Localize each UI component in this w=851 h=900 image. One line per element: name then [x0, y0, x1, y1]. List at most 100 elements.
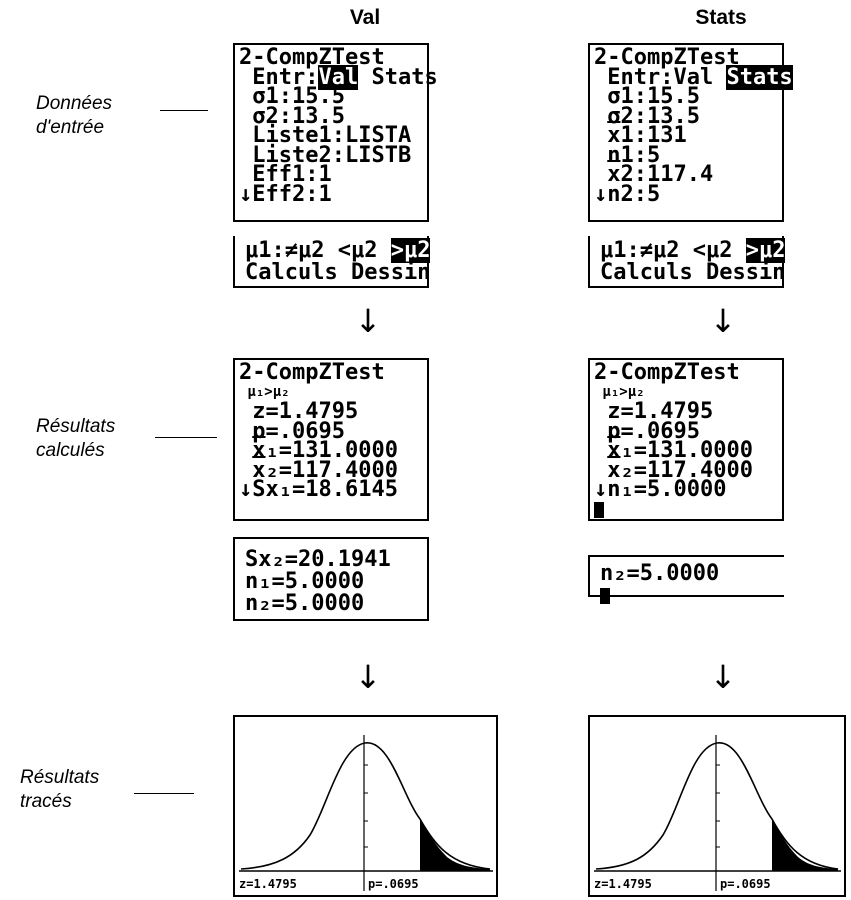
- side-label-input-line2: d'entrée: [36, 117, 105, 138]
- mean1-value: ₁=131.0000: [265, 438, 398, 463]
- screen-title: 2-CompZTest: [239, 45, 385, 70]
- freq2-line: ↓Eff2:1: [239, 181, 332, 207]
- mean2-value: ₂=117.4000: [265, 457, 398, 483]
- mean2-line: x₂=117.4000: [239, 457, 427, 483]
- sx1-line: ↓Sx₁=18.6145: [239, 477, 398, 502]
- mean1-line: x₁=131.0000: [594, 438, 782, 463]
- p-line: p=.0695: [239, 418, 345, 444]
- leader-calc: [155, 437, 217, 438]
- side-label-calc-line1: Résultats: [36, 416, 116, 437]
- stats-graph-screen: z=1.4795 p=.0695: [588, 715, 846, 897]
- option-stats[interactable]: Stats: [358, 64, 438, 90]
- mean1-value: 1:131: [620, 123, 687, 148]
- mean1-line: x1:131: [594, 123, 782, 148]
- mean2-line: x2:117.4: [594, 162, 782, 187]
- p-line: p=.0695: [594, 418, 700, 444]
- side-label-input: Données d'entrée: [36, 92, 112, 140]
- calc-draw-line[interactable]: Calculs Dessin: [600, 260, 786, 285]
- mean2-line: x₂=117.4000: [594, 457, 782, 483]
- stats-results-screen: 2-CompZTest μ₁>μ₂ z=1.4795 p=.0695 x₁=13…: [588, 358, 784, 521]
- entr-prefix: Entr:Val: [594, 64, 727, 90]
- normal-curve-plot: [239, 735, 493, 891]
- hypothesis-line: μ1:≠μ2 <μ2 >μ2: [245, 238, 431, 263]
- sigma2-line: σ2:13.5: [239, 103, 345, 129]
- column-header-stats: Stats: [695, 6, 747, 29]
- sigma2-line: σ2:13.5: [594, 103, 700, 129]
- normal-curve: [240, 742, 491, 870]
- side-label-draw-line2: tracés: [20, 791, 72, 812]
- freq1-line: Eff1:1: [239, 162, 332, 187]
- z-value-label: z=1.4795: [239, 877, 297, 891]
- hypothesis-line: μ1:≠μ2 <μ2 >μ2: [600, 238, 786, 263]
- entr-line: Entr:Val Stats: [594, 64, 793, 90]
- val-results-screen: 2-CompZTest μ₁>μ₂ z=1.4795 p=.0695 x₁=13…: [233, 358, 429, 521]
- mean2-value: 2:117.4: [620, 162, 714, 187]
- stats-input-screen: 2-CompZTest Entr:Val Stats σ1:15.5 σ2:13…: [588, 43, 793, 222]
- arrow-down-icon: ↓: [354, 658, 382, 696]
- side-label-draw-line1: Résultats: [20, 767, 100, 788]
- n2-line: n₂=5.0000: [600, 561, 720, 586]
- xbar-symbol: x: [607, 457, 621, 483]
- calc-draw-line[interactable]: Calculs Dessin: [245, 260, 431, 285]
- shaded-tail: [772, 819, 838, 871]
- arrow-down-icon: ↓: [354, 302, 382, 340]
- mean2-value: ₂=117.4000: [620, 457, 753, 483]
- z-value-label: z=1.4795: [594, 877, 652, 891]
- val-hypothesis-strip: μ1:≠μ2 <μ2 >μ2 Calculs Dessin: [233, 236, 431, 288]
- normal-curve: [595, 742, 839, 870]
- leader-input: [160, 110, 208, 111]
- mean1-line: x₁=131.0000: [239, 438, 427, 463]
- stats-hypothesis-strip: μ1:≠μ2 <μ2 >μ2 Calculs Dessin: [588, 236, 786, 288]
- n2-line: n₂=5.0000: [245, 591, 365, 616]
- sigma1-line: σ1:15.5: [239, 84, 345, 109]
- alt-hypothesis-line: μ₁>μ₂: [594, 383, 645, 400]
- val-graph-screen: z=1.4795 p=.0695: [233, 715, 498, 897]
- list1-line: Liste1:LISTA: [239, 123, 412, 148]
- val-input-screen: 2-CompZTest Entr:Val Stats σ1:15.5 σ2:13…: [233, 43, 438, 222]
- hypothesis-selected[interactable]: >μ2: [745, 238, 786, 263]
- val-results-more: Sx₂=20.1941 n₁=5.0000 n₂=5.0000: [233, 537, 429, 621]
- cursor-block: [600, 588, 610, 604]
- column-header-val: Val: [349, 6, 381, 29]
- stats-results-more: n₂=5.0000: [588, 555, 784, 604]
- screen-title: 2-CompZTest: [594, 360, 740, 385]
- z-line: z=1.4795: [594, 399, 714, 424]
- hypothesis-options[interactable]: μ1:≠μ2 <μ2: [245, 238, 391, 263]
- side-label-calc: Résultats calculés: [36, 415, 115, 463]
- cursor-line: [594, 500, 782, 520]
- shaded-tail: [420, 819, 490, 871]
- arrow-down-icon: ↓: [709, 302, 737, 340]
- sx2-line: Sx₂=20.1941: [245, 547, 391, 572]
- arrow-down-icon: ↓: [709, 658, 737, 696]
- p-value-label: p=.0695: [720, 877, 771, 891]
- cursor-block: [594, 501, 604, 518]
- n1-line: n₁=5.0000: [245, 569, 365, 594]
- xbar-symbol: x: [252, 438, 266, 463]
- alt-hypothesis-line: μ₁>μ₂: [239, 383, 290, 400]
- xbar-symbol: x: [607, 162, 621, 187]
- entr-line: Entr:Val Stats: [239, 64, 438, 90]
- n1-line: ↓n₁=5.0000: [594, 477, 727, 502]
- n1-line: n1:5: [594, 142, 661, 168]
- p-value-label: p=.0695: [368, 877, 419, 891]
- normal-curve-plot: [594, 735, 841, 891]
- cursor-line: [600, 585, 784, 607]
- entr-prefix: Entr:: [239, 64, 319, 90]
- list2-line: Liste2:LISTB: [239, 142, 412, 168]
- mean1-value: ₁=131.0000: [620, 438, 753, 463]
- side-label-draw: Résultats tracés: [20, 766, 99, 814]
- side-label-calc-line2: calculés: [36, 440, 105, 461]
- xbar-symbol: x: [607, 123, 621, 148]
- option-stats-selected[interactable]: Stats: [726, 64, 793, 90]
- xbar-symbol: x: [607, 438, 621, 463]
- screen-title: 2-CompZTest: [594, 45, 740, 70]
- xbar-symbol: x: [252, 457, 266, 483]
- option-val-selected[interactable]: Val: [318, 64, 359, 90]
- hypothesis-options[interactable]: μ1:≠μ2 <μ2: [600, 238, 746, 263]
- n2-line: ↓n2:5: [594, 181, 661, 207]
- side-label-input-line1: Données: [36, 93, 113, 114]
- sigma1-line: σ1:15.5: [594, 84, 700, 109]
- hypothesis-selected[interactable]: >μ2: [390, 238, 431, 263]
- leader-draw: [134, 793, 194, 794]
- screen-title: 2-CompZTest: [239, 360, 385, 385]
